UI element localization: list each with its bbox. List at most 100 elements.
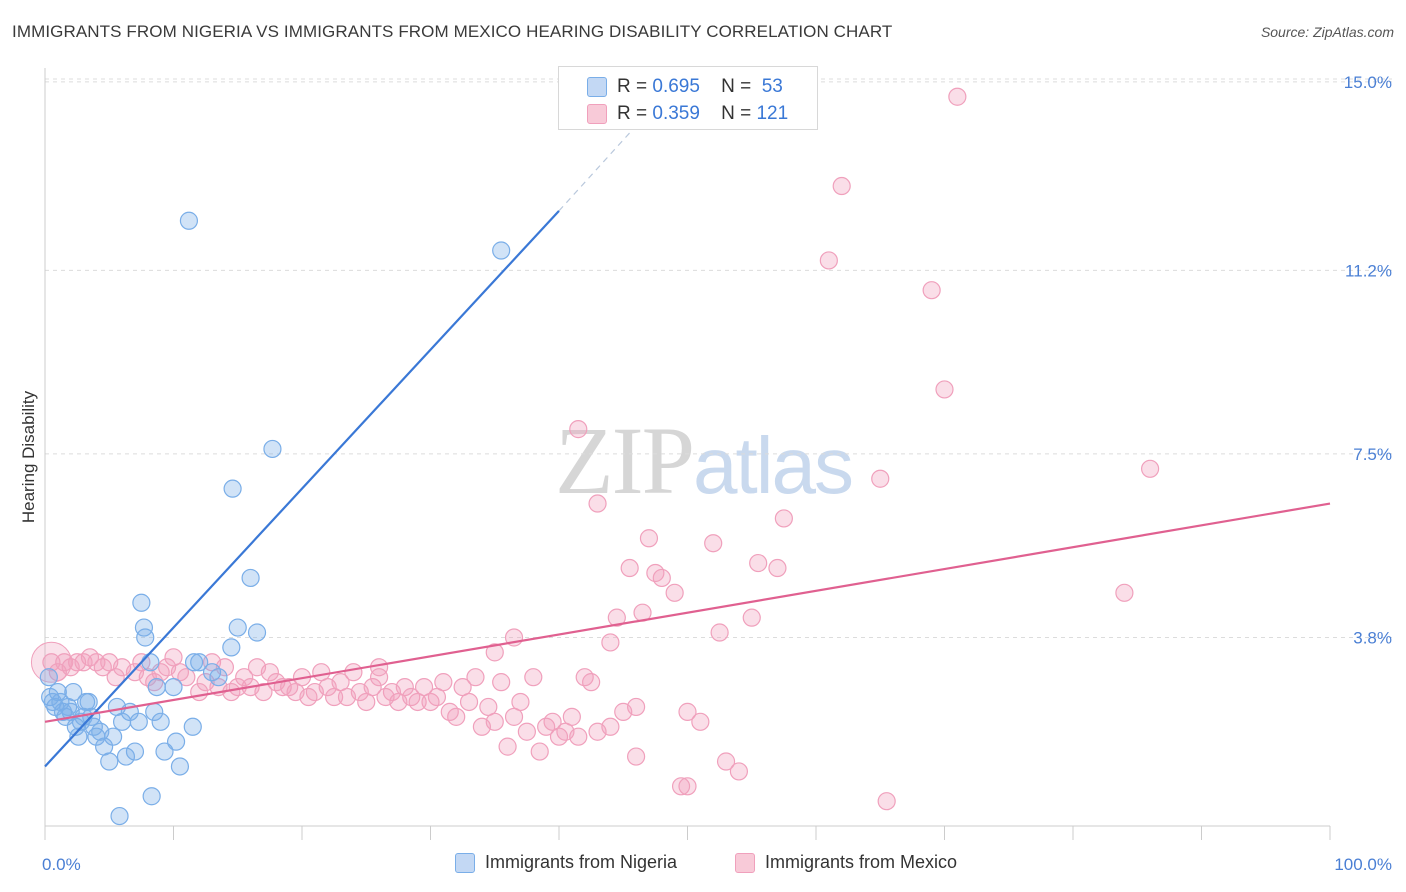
mexico-point: [671, 777, 691, 796]
bottom-legend: Immigrants from Nigeria Immigrants from …: [0, 852, 1406, 878]
source-label: Source: ZipAtlas.com: [1260, 24, 1394, 40]
nigeria-point: [209, 668, 228, 687]
nigeria-trendline: [44, 210, 560, 768]
mexico-point: [260, 663, 279, 682]
mexico-point: [626, 697, 646, 717]
nigeria-point: [179, 211, 199, 230]
mexico-point: [466, 668, 485, 687]
mexico-point: [832, 176, 851, 196]
mexico-point: [447, 707, 466, 726]
nigeria-point: [147, 677, 166, 697]
mexico-point: [620, 558, 639, 578]
mexico-point: [607, 608, 626, 627]
mexico-point: [935, 380, 954, 399]
mexico-point: [569, 727, 588, 746]
r-label: R =: [617, 103, 648, 124]
n-value: 121: [756, 103, 789, 124]
legend-label-mexico: Immigrants from Mexico: [765, 852, 958, 872]
y-tick-label: 7.5%: [1353, 445, 1392, 464]
mexico-point: [729, 762, 749, 781]
mexico-point: [749, 553, 768, 573]
nigeria-point: [241, 568, 260, 588]
nigeria-point: [64, 682, 83, 702]
nigeria-point: [141, 653, 160, 672]
mexico-point: [485, 643, 504, 662]
n-value: 53: [761, 76, 783, 97]
mexico-point: [877, 792, 896, 811]
watermark-zip: ZIP: [555, 407, 695, 514]
mexico-point: [459, 692, 479, 712]
nigeria-point: [142, 787, 161, 806]
nigeria-point: [110, 806, 129, 826]
nigeria-point: [492, 241, 511, 260]
mexico-point: [524, 668, 543, 687]
nigeria-point: [183, 717, 202, 736]
nigeria-point: [166, 732, 186, 751]
label-layer: 3.8% 7.5% 11.2% 15.0% 0.0% 100.0% Hearing Disa…: [19, 73, 1392, 874]
mexico-point: [498, 737, 517, 756]
nigeria-point: [151, 712, 170, 731]
mexico-swatch: [587, 104, 607, 124]
r-label: R =: [617, 76, 648, 97]
mexico-point: [922, 281, 941, 300]
nigeria-point: [116, 747, 136, 766]
n-label: N =: [721, 103, 752, 124]
mexico-point: [344, 663, 363, 682]
mexico-point: [177, 668, 196, 687]
legend-item-nigeria[interactable]: Immigrants from Nigeria: [455, 852, 677, 873]
mexico-point: [517, 722, 536, 741]
legend-swatch-nigeria: [455, 852, 475, 873]
mexico-point: [601, 633, 620, 652]
mexico-point: [395, 677, 414, 697]
mexico-point: [511, 692, 530, 712]
nigeria-point: [136, 628, 155, 647]
mexico-point: [569, 420, 588, 439]
mexico-point: [626, 747, 646, 766]
nigeria-point: [79, 692, 98, 712]
mexico-point: [678, 702, 697, 721]
mexico-point: [774, 509, 793, 528]
stats-row-mexico: R = 0.359 N = 121: [559, 100, 788, 128]
watermark: ZIPatlas: [555, 405, 854, 516]
y-tick-label: 15.0%: [1344, 73, 1392, 92]
mexico-point: [492, 673, 511, 692]
mexico-point: [652, 568, 671, 588]
nigeria-point: [39, 668, 58, 687]
legend-item-mexico[interactable]: Immigrants from Mexico: [735, 852, 957, 873]
nigeria-point: [155, 742, 174, 761]
mexico-point: [106, 668, 125, 687]
mexico-point: [710, 623, 729, 642]
stats-legend: R = 0.695 N = 53 R = 0.359 N = 121: [558, 66, 818, 130]
mexico-point: [1140, 459, 1160, 478]
trend-layer: [44, 111, 1331, 768]
y-axis-label: Hearing Disability: [19, 390, 38, 523]
mexico-point: [601, 717, 620, 736]
mexico-point: [665, 583, 684, 602]
mexico-point: [235, 668, 254, 687]
mexico-point: [363, 677, 382, 697]
nigeria-point: [69, 727, 88, 746]
mexico-points: [30, 87, 1160, 811]
mexico-point: [819, 251, 838, 270]
mexico-point: [639, 529, 659, 548]
mexico-point: [370, 668, 389, 687]
x-tick-label-min: 0.0%: [42, 855, 81, 874]
n-label: N =: [721, 76, 752, 97]
mexico-point: [691, 712, 710, 731]
mexico-point: [678, 777, 697, 796]
nigeria-point: [223, 479, 242, 498]
nigeria-point: [263, 439, 282, 459]
mexico-point: [1115, 583, 1134, 602]
mexico-point: [948, 87, 967, 106]
mexico-point: [871, 469, 890, 488]
mexico-point: [768, 558, 787, 578]
mexico-point: [42, 653, 61, 672]
mexico-point: [434, 673, 453, 692]
nigeria-point: [164, 677, 183, 697]
mexico-point: [530, 742, 549, 761]
nigeria-point: [222, 638, 241, 657]
nigeria-point: [53, 702, 73, 721]
y-tick-label: 3.8%: [1353, 628, 1392, 647]
nigeria-point: [100, 752, 119, 771]
